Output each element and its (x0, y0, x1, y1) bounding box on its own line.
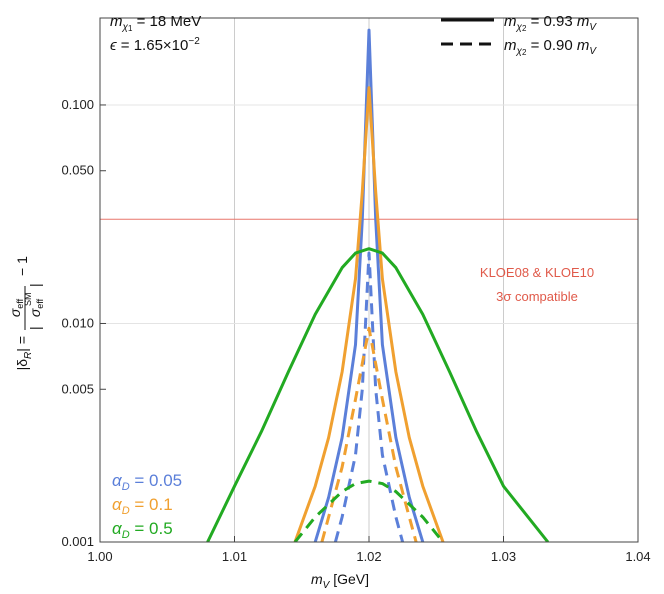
x-tick-label: 1.00 (87, 549, 112, 564)
threshold-label-line1: KLOE08 & KLOE10 (480, 265, 594, 280)
y-axis-label: |δR| = σeff | σeff SM | − 1 (7, 256, 45, 370)
legend-dash-label: mχ2 = 0.90 mV (504, 37, 597, 57)
series-line-1 (293, 86, 445, 542)
svg-text:|: | (27, 283, 43, 287)
alpha-legend-05: αD = 0.5 (112, 519, 173, 541)
series-line-5 (293, 479, 445, 542)
svg-text:SM: SM (23, 293, 33, 307)
y-tick-label: 0.050 (61, 163, 94, 178)
svg-text:σeff: σeff (27, 298, 45, 317)
line-style-legend: mχ2 = 0.93 mV mχ2 = 0.90 mV (441, 13, 597, 57)
y-tick-label: 0.001 (61, 534, 94, 549)
series-line-0 (313, 28, 425, 542)
y-axis-ticks: 0.001 0.005 0.010 0.050 0.100 (61, 97, 106, 549)
y-tick-label: 0.010 (61, 315, 94, 330)
series-line-3 (333, 251, 405, 542)
x-tick-label: 1.04 (625, 549, 650, 564)
alpha-legend-005: αD = 0.05 (112, 471, 182, 493)
y-tick-label: 0.100 (61, 97, 94, 112)
svg-text:|: | (27, 326, 43, 330)
curves (206, 28, 550, 542)
y-tick-label: 0.005 (61, 381, 94, 396)
x-axis-label: mV [GeV] (311, 571, 369, 591)
x-tick-label: 1.03 (491, 549, 516, 564)
svg-text:|δR| =: |δR| = (14, 336, 34, 370)
legend-solid-label: mχ2 = 0.93 mV (504, 13, 597, 33)
svg-text:σeff: σeff (7, 298, 25, 317)
x-axis-ticks: 1.00 1.01 1.02 1.03 1.04 (87, 536, 651, 564)
mchi1-annotation: mχ1 = 18 MeV (110, 13, 201, 33)
epsilon-annotation: ϵ = 1.65×10−2 (110, 36, 200, 54)
series-line-2 (206, 247, 550, 542)
alpha-legend-01: αD = 0.1 (112, 495, 173, 517)
x-tick-label: 1.02 (356, 549, 381, 564)
svg-text:− 1: − 1 (14, 256, 30, 276)
x-tick-label: 1.01 (222, 549, 247, 564)
threshold-label-line2: 3σ compatible (496, 289, 578, 304)
